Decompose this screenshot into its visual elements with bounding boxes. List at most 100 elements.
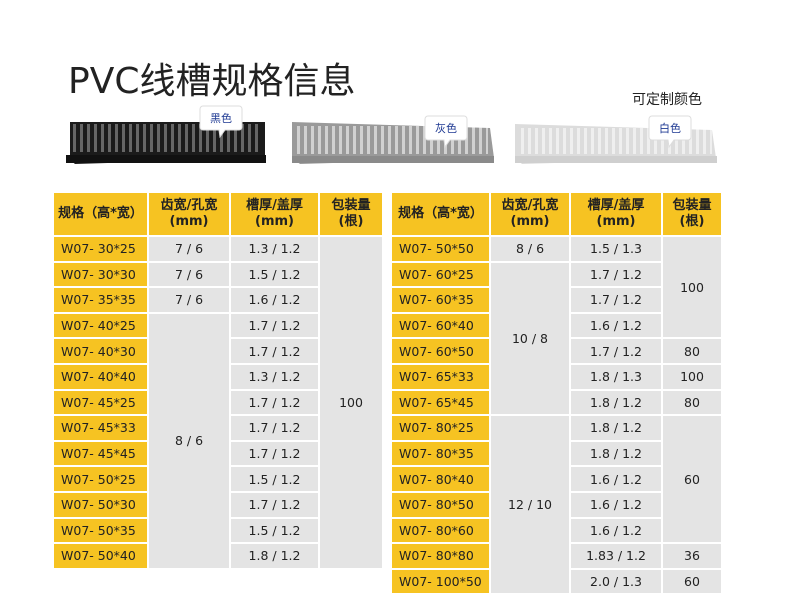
table-row: W07- 100*50 2.0 / 1.3 60 (392, 569, 721, 594)
table-row: W07- 40*40 1.3 / 1.2 (54, 364, 382, 389)
value-cell: 1.6 / 1.2 (231, 288, 318, 312)
color-note: 可定制颜色 (632, 92, 702, 108)
value-cell: 1.7 / 1.2 (231, 416, 318, 440)
table-row: W07- 50*25 1.5 / 1.2 (54, 467, 382, 491)
column-header: 包装量 (根) (320, 193, 382, 235)
table-row: W07- 45*33 1.7 / 1.2 (54, 416, 382, 440)
spec-cell: W07- 40*25 (54, 313, 147, 338)
column-header: 规格（高*宽） (392, 193, 489, 235)
table-row: W07- 50*35 1.5 / 1.2 (54, 518, 382, 543)
header-row: 规格（高*宽） 齿宽/孔宽 (mm) 槽厚/盖厚 (mm) 包装量 (根) (392, 193, 721, 235)
value-cell: 60 (663, 416, 721, 543)
value-cell: 1.7 / 1.2 (231, 339, 318, 363)
table-row: W07- 60*50 1.7 / 1.2 80 (392, 339, 721, 363)
value-cell: 1.5 / 1.2 (231, 467, 318, 491)
table-row: W07- 40*30 1.7 / 1.2 (54, 339, 382, 363)
value-cell: 1.5 / 1.2 (231, 262, 318, 287)
table-row: W07- 80*80 1.83 / 1.2 36 (392, 544, 721, 568)
value-cell: 8 / 6 (149, 313, 229, 568)
value-cell: 1.7 / 1.2 (571, 262, 661, 287)
spec-cell: W07- 40*40 (54, 364, 147, 389)
spec-cell: W07- 50*40 (54, 544, 147, 568)
spec-cell: W07- 50*50 (392, 237, 489, 261)
table-row: W07- 80*35 1.8 / 1.2 (392, 441, 721, 466)
table-row: W07- 65*45 1.8 / 1.2 80 (392, 390, 721, 415)
spec-cell: W07- 40*30 (54, 339, 147, 363)
column-header: 齿宽/孔宽 (mm) (149, 193, 229, 235)
table-row: W07- 45*45 1.7 / 1.2 (54, 441, 382, 466)
spec-cell: W07- 60*40 (392, 313, 489, 338)
spec-table: 规格（高*宽） 齿宽/孔宽 (mm) 槽厚/盖厚 (mm) 包装量 (根) W07- 5… (390, 191, 723, 595)
value-cell: 1.6 / 1.2 (571, 492, 661, 517)
spec-cell: W07- 50*35 (54, 518, 147, 543)
spec-cell: W07- 80*35 (392, 441, 489, 466)
table-row: W07- 35*35 7 / 6 1.6 / 1.2 (54, 288, 382, 312)
spec-cell: W07- 30*25 (54, 237, 147, 261)
column-header: 规格（高*宽） (54, 193, 147, 235)
value-cell: 36 (663, 544, 721, 568)
spec-cell: W07- 80*60 (392, 518, 489, 543)
table-row: W07- 80*50 1.6 / 1.2 (392, 492, 721, 517)
spec-cell: W07- 45*33 (54, 416, 147, 440)
value-cell: 1.5 / 1.2 (231, 518, 318, 543)
spec-cell: W07- 50*25 (54, 467, 147, 491)
value-cell: 1.8 / 1.2 (231, 544, 318, 568)
value-cell: 60 (663, 569, 721, 594)
column-header: 槽厚/盖厚 (mm) (571, 193, 661, 235)
spec-cell: W07- 60*25 (392, 262, 489, 287)
spec-cell: W07- 60*35 (392, 288, 489, 312)
value-cell: 2.0 / 1.3 (571, 569, 661, 594)
table-row: W07- 60*25 10 / 8 1.7 / 1.2 (392, 262, 721, 415)
table-row: W07- 45*25 1.7 / 1.2 (54, 390, 382, 415)
table-row: W07- 30*25 7 / 6 1.3 / 1.2 100 (54, 237, 382, 568)
value-cell: 1.7 / 1.2 (231, 390, 318, 415)
products: 黑色 灰色 白色 (66, 105, 717, 164)
spec-cell: W07- 30*30 (54, 262, 147, 287)
value-cell: 1.8 / 1.2 (571, 441, 661, 466)
title: PVC线槽规格信息 (68, 61, 356, 102)
gray-duct (292, 122, 494, 164)
value-cell: 1.8 / 1.3 (571, 364, 661, 389)
value-cell: 1.7 / 1.2 (571, 288, 661, 312)
value-cell: 1.6 / 1.2 (571, 518, 661, 543)
spec-cell: W07- 80*25 (392, 416, 489, 440)
spec-table: 规格（高*宽） 齿宽/孔宽 (mm) 槽厚/盖厚 (mm) 包装量 (根) W07- 3… (52, 191, 384, 570)
table-row: W07- 65*33 1.8 / 1.3 100 (392, 364, 721, 389)
table-row: W07- 40*25 8 / 6 1.7 / 1.2 (54, 313, 382, 568)
column-header: 包装量 (根) (663, 193, 721, 235)
spec-cell: W07- 65*33 (392, 364, 489, 389)
table-row: W07- 50*50 8 / 6 1.5 / 1.3 100 (392, 237, 721, 338)
table-row: W07- 60*40 1.6 / 1.2 (392, 313, 721, 338)
value-cell: 1.6 / 1.2 (571, 313, 661, 338)
value-cell: 7 / 6 (149, 237, 229, 261)
spec-cell: W07- 80*40 (392, 467, 489, 491)
value-cell: 1.3 / 1.2 (231, 237, 318, 261)
spec-cell: W07- 80*50 (392, 492, 489, 517)
value-cell: 100 (663, 364, 721, 389)
value-cell: 1.7 / 1.2 (231, 313, 318, 338)
spec-cell: W07- 100*50 (392, 569, 489, 594)
table-row: W07- 60*35 1.7 / 1.2 (392, 288, 721, 312)
table-row: W07- 30*30 7 / 6 1.5 / 1.2 (54, 262, 382, 287)
table-row: W07- 50*30 1.7 / 1.2 (54, 492, 382, 517)
spec-cell: W07- 50*30 (54, 492, 147, 517)
value-cell: 80 (663, 390, 721, 415)
spec-cell: W07- 80*80 (392, 544, 489, 568)
table-row: W07- 50*40 1.8 / 1.2 (54, 544, 382, 568)
value-cell: 1.3 / 1.2 (231, 364, 318, 389)
value-cell: 7 / 6 (149, 288, 229, 312)
value-cell: 1.6 / 1.2 (571, 467, 661, 491)
table-row: W07- 80*60 1.6 / 1.2 (392, 518, 721, 543)
color-label: 灰色 (435, 121, 457, 135)
label-bubbles (199, 105, 692, 149)
column-header: 槽厚/盖厚 (mm) (231, 193, 318, 235)
spec-cell: W07- 45*25 (54, 390, 147, 415)
value-cell: 1.7 / 1.2 (571, 339, 661, 363)
value-cell: 7 / 6 (149, 262, 229, 287)
table-row: W07- 80*40 1.6 / 1.2 (392, 467, 721, 491)
color-label: 白色 (659, 121, 681, 135)
value-cell: 100 (320, 237, 382, 568)
value-cell: 1.7 / 1.2 (231, 441, 318, 466)
value-cell: 1.8 / 1.2 (571, 390, 661, 415)
